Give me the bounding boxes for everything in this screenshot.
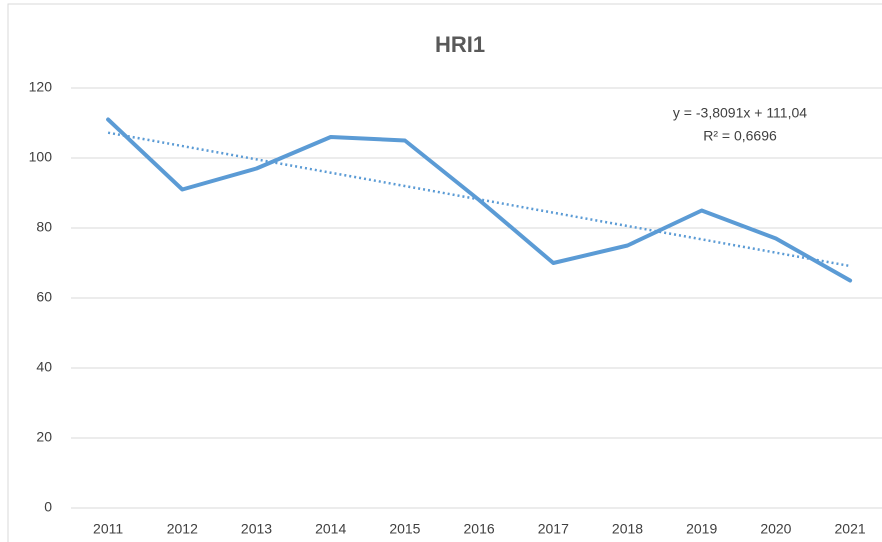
data-line [106,117,853,283]
y-tick-label: 100 [29,149,53,165]
x-tick-label: 2021 [835,521,866,537]
x-tick-label: 2016 [464,521,495,537]
x-tick-label: 2011 [93,521,123,537]
y-tick-label: 60 [36,289,52,305]
x-tick-label: 2014 [315,521,346,537]
trend-r2: R² = 0,6696 [703,128,777,144]
x-tick-label: 2019 [686,521,717,537]
x-tick-label: 2018 [612,521,643,537]
x-tick-label: 2013 [241,521,272,537]
chart-title: HRI1 [435,32,485,57]
y-tick-label: 20 [36,429,52,445]
y-tick-label: 80 [36,219,52,235]
y-tick-label: 40 [36,359,52,375]
x-tick-label: 2015 [389,521,420,537]
trend-equation: y = -3,8091x + 111,04 [673,105,807,121]
x-tick-label: 2012 [167,521,198,537]
x-tick-label: 2020 [760,521,791,537]
y-tick-label: 120 [29,79,53,95]
chart-frame [7,3,882,542]
y-tick-label: 0 [44,499,52,515]
x-tick-label: 2017 [538,521,569,537]
